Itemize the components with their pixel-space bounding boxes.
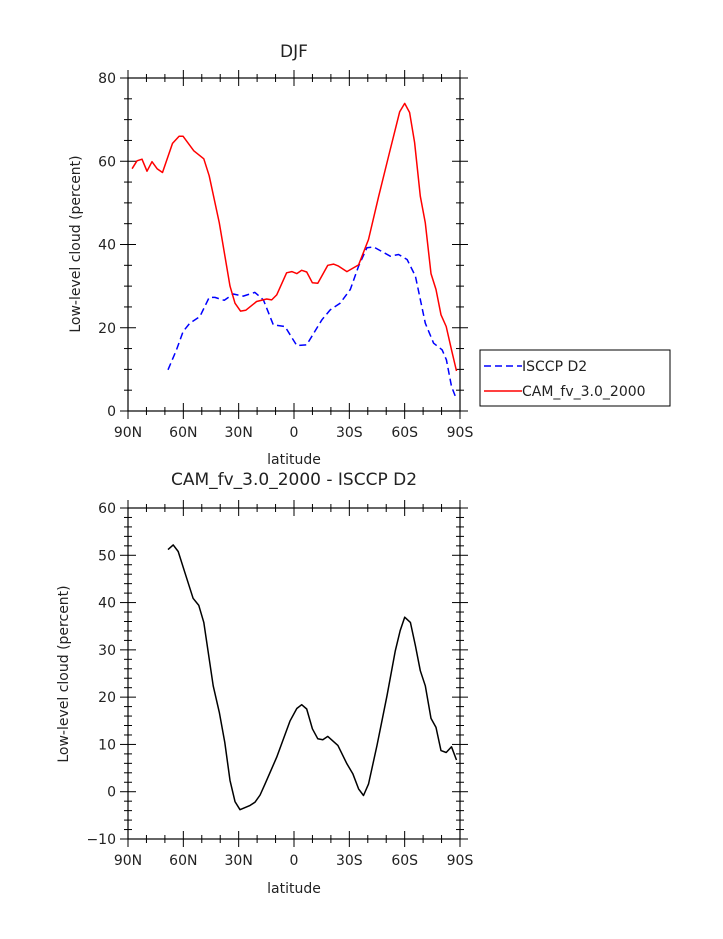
- top-plot-frame: [127, 77, 461, 412]
- top-y-tick-label: 20: [98, 321, 116, 337]
- bottom-y-tick-label: 30: [98, 643, 116, 659]
- top-x-tick-label: 90S: [447, 425, 474, 441]
- top-plot: 90N 60N 30N 0 30S 60S 90S 0 20 40 60 80: [98, 70, 473, 441]
- top-y-tick-label: 60: [98, 154, 116, 170]
- top-x-tick-label: 90N: [114, 425, 142, 441]
- bottom-x-tick-label: 90S: [447, 853, 474, 869]
- bottom-x-tick-label: 60N: [169, 853, 197, 869]
- bottom-plot: 90N 60N 30N 0 30S 60S 90S −10 0 10 20 30 40 50 60: [86, 500, 473, 869]
- top-y-tick-label: 40: [98, 238, 116, 254]
- top-chart-title: DJF: [280, 42, 308, 62]
- top-series-isccp-d2: [167, 246, 458, 400]
- top-x-tick-label: 30S: [336, 425, 363, 441]
- bottom-y-axis-label: Low-level cloud (percent): [56, 585, 72, 762]
- top-x-tick-label: 0: [290, 425, 299, 441]
- bottom-x-tick-label: 30N: [225, 853, 253, 869]
- top-series-cam-fv-3-0-2000: [131, 102, 458, 372]
- top-y-tick-label: 0: [107, 404, 116, 420]
- bottom-x-tick-label: 60S: [391, 853, 418, 869]
- bottom-y-tick-label: 20: [98, 690, 116, 706]
- bottom-plot-frame: [127, 507, 461, 840]
- legend-label-isccp: ISCCP D2: [522, 359, 587, 375]
- top-x-axis-label: latitude: [267, 452, 321, 468]
- bottom-x-tick-label: 30S: [336, 853, 363, 869]
- bottom-y-tick-label: 0: [107, 785, 116, 801]
- bottom-series-difference: [167, 544, 458, 811]
- top-x-tick-label: 30N: [225, 425, 253, 441]
- legend-box: [479, 349, 671, 407]
- top-x-tick-label: 60N: [169, 425, 197, 441]
- top-x-tick-label: 60S: [391, 425, 418, 441]
- legend-label-cam: CAM_fv_3.0_2000: [522, 384, 646, 400]
- bottom-x-tick-label: 0: [290, 853, 299, 869]
- bottom-chart-title: CAM_fv_3.0_2000 - ISCCP D2: [171, 470, 417, 490]
- bottom-x-tick-label: 90N: [114, 853, 142, 869]
- legend: ISCCP D2 CAM_fv_3.0_2000: [479, 349, 671, 407]
- bottom-y-tick-label: 60: [98, 501, 116, 517]
- top-y-tick-label: 80: [98, 71, 116, 87]
- bottom-y-tick-label: 50: [98, 548, 116, 564]
- bottom-y-tick-label: 10: [98, 737, 116, 753]
- bottom-x-axis-label: latitude: [267, 881, 321, 897]
- bottom-y-tick-label: 40: [98, 596, 116, 612]
- bottom-y-tick-label: −10: [86, 832, 116, 848]
- top-y-axis-label: Low-level cloud (percent): [68, 155, 84, 332]
